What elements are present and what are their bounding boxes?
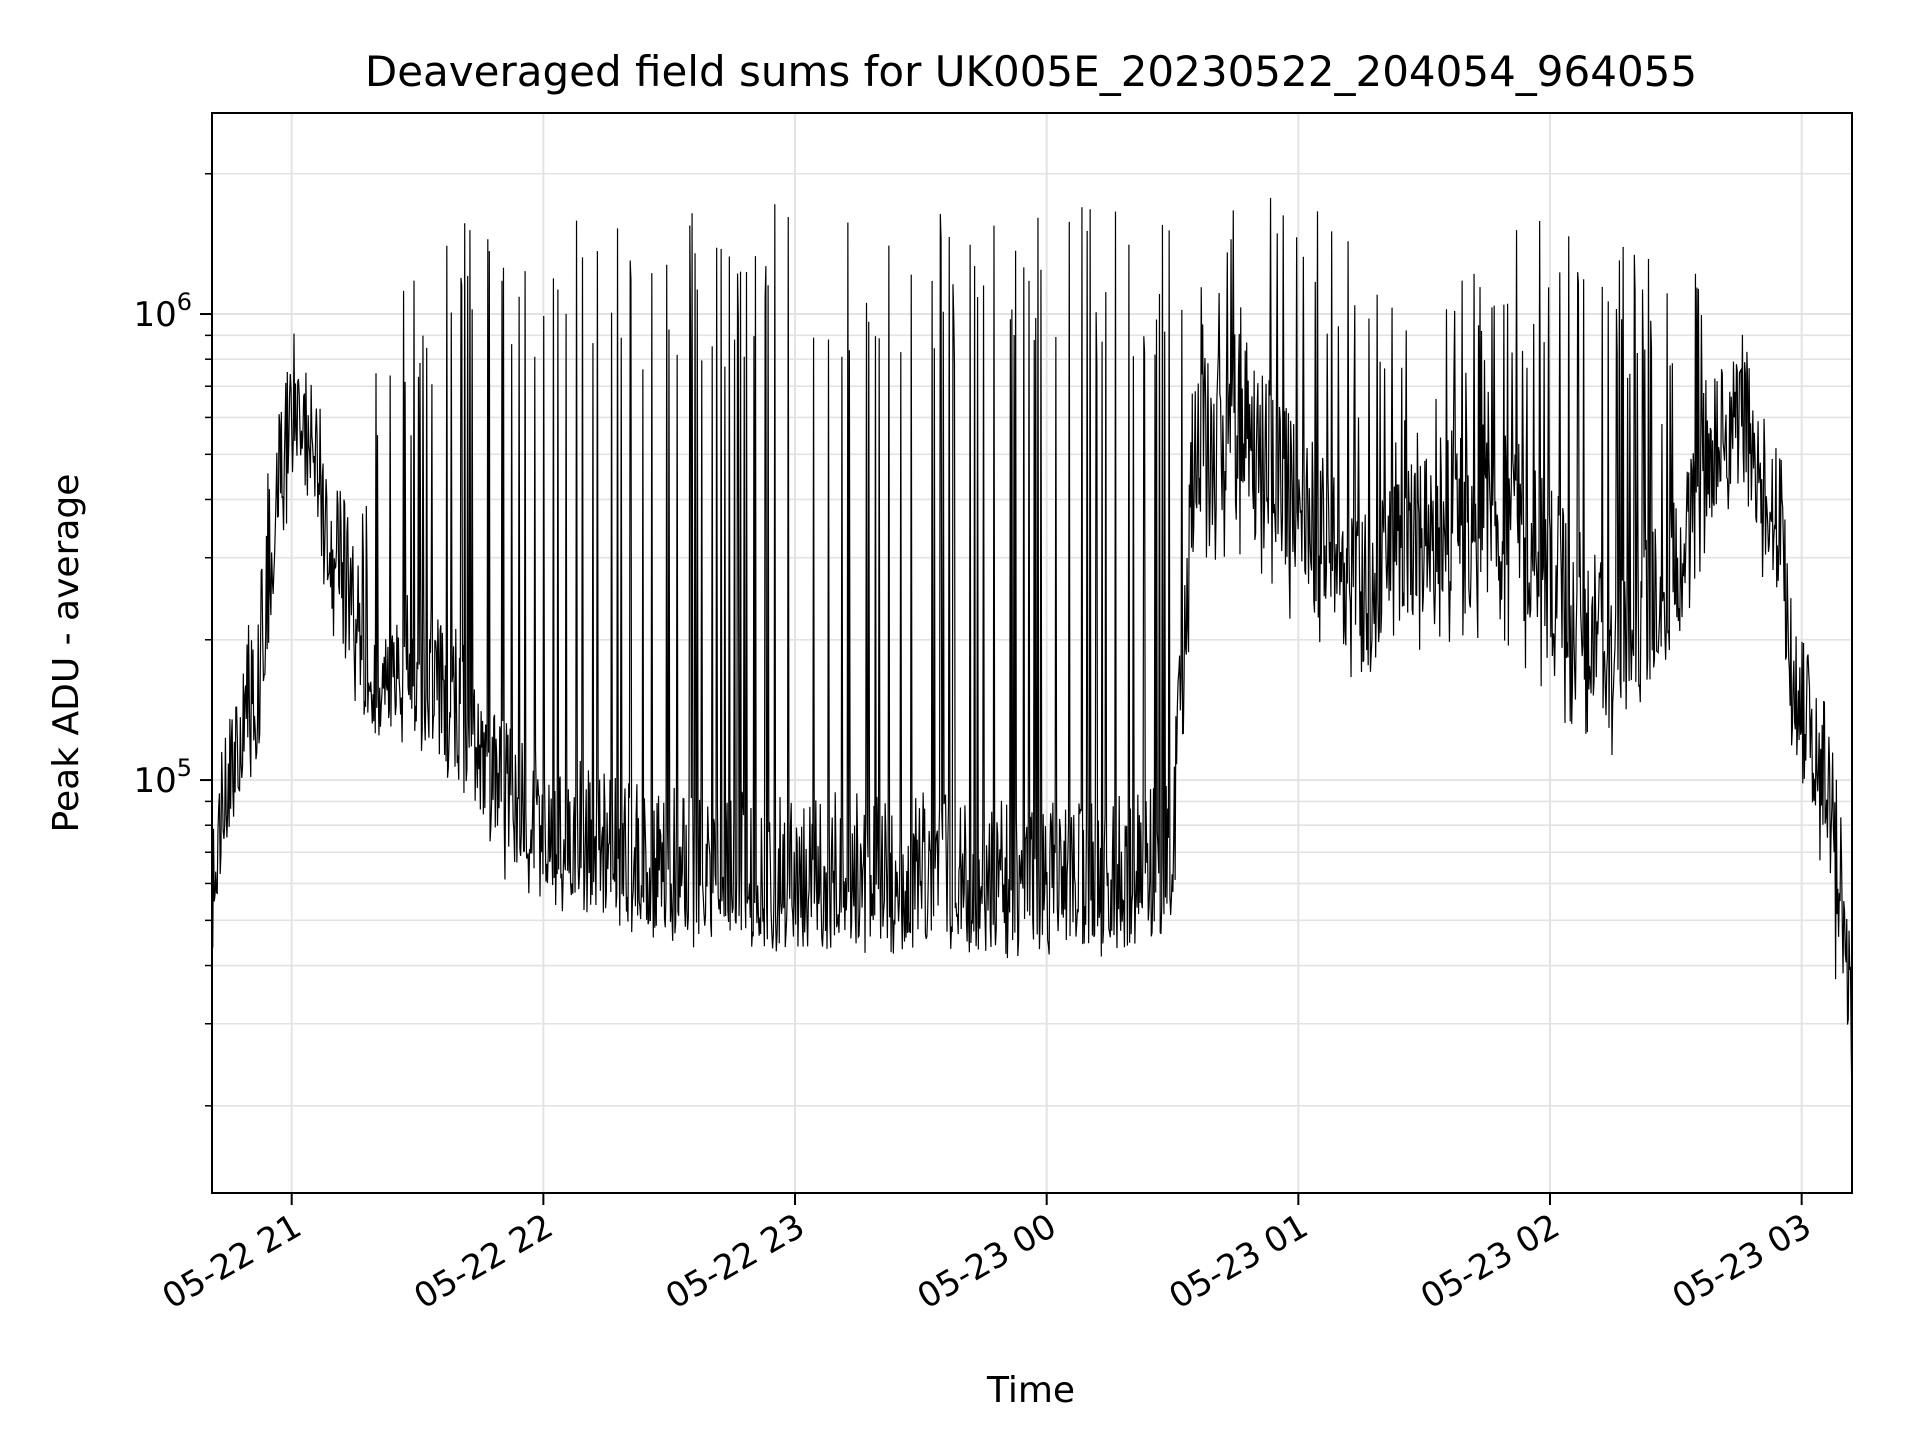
y-tick-label: 106 <box>133 288 192 335</box>
series-line <box>211 197 1853 1108</box>
y-tick-label: 105 <box>133 754 192 801</box>
x-axis-label: Time <box>986 1370 1075 1411</box>
chart-title: Deaveraged field sums for UK005E_2023052… <box>365 47 1697 96</box>
plot-frame <box>211 112 1853 1194</box>
y-axis: 105 106 <box>133 172 212 1107</box>
plot-series <box>211 197 1853 1108</box>
y-axis-label: Peak ADU - average <box>46 474 87 833</box>
